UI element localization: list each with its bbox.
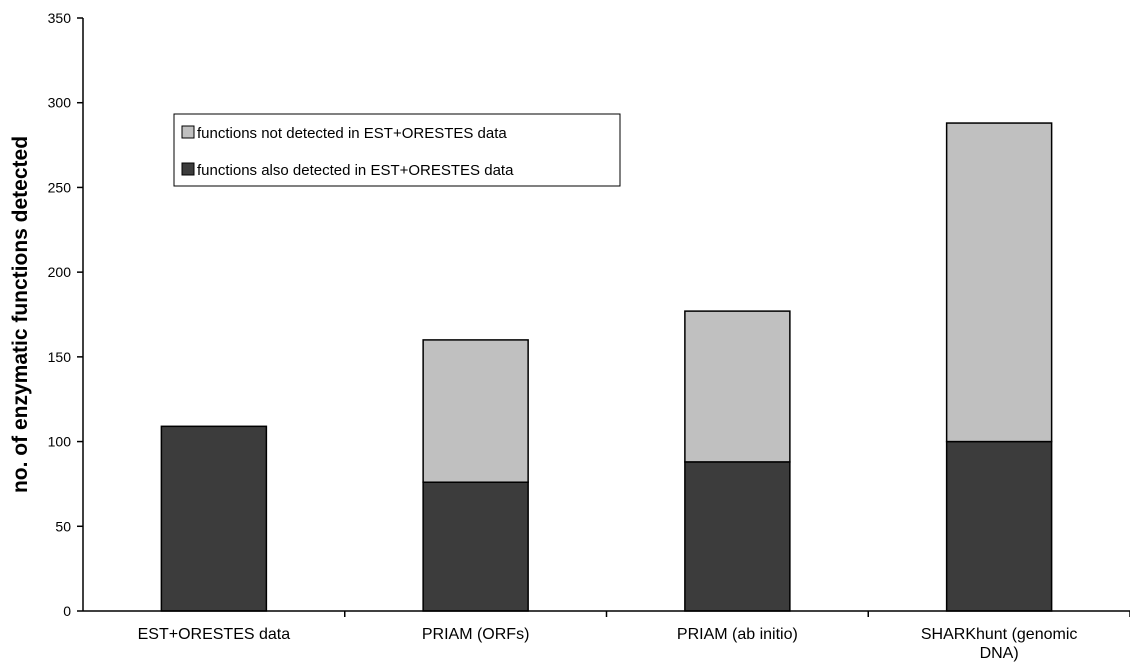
- y-tick-labels: 0 50 100 150 200 250 300 350: [48, 10, 72, 619]
- y-tick-label: 250: [48, 179, 72, 195]
- legend-swatch-not-detected: [181, 125, 195, 139]
- y-tick-label: 0: [63, 603, 71, 619]
- bar-segment-also-detected-2: [684, 461, 791, 612]
- y-axis-label: no. of enzymatic functions detected: [9, 136, 32, 493]
- bars-layer: [160, 122, 1053, 612]
- x-category-labels: EST+ORESTES data PRIAM (ORFs) PRIAM (ab in…: [138, 626, 1078, 662]
- axes-layer: [77, 17, 1130, 617]
- category-label-0: EST+ORESTES data: [138, 626, 291, 643]
- category-label-2: PRIAM (ab initio): [677, 626, 798, 643]
- category-label-line: PRIAM (ORFs): [422, 626, 530, 643]
- bar-segment-not-detected-1: [422, 339, 529, 483]
- bar-segment-also-detected-3: [945, 440, 1053, 612]
- bar-segment-not-detected-2: [684, 310, 791, 463]
- legend-label-also-detected: functions also detected in EST+ORESTES d…: [197, 162, 514, 179]
- y-tick-label: 350: [48, 10, 72, 26]
- y-tick-label: 200: [48, 264, 72, 280]
- legend-box: [173, 113, 621, 187]
- category-label-line: SHARKhunt (genomic: [921, 626, 1078, 643]
- legend-label-not-detected: functions not detected in EST+ORESTES da…: [197, 125, 507, 142]
- category-label-line: DNA): [980, 645, 1019, 662]
- legend: functions not detected in EST+ORESTES da…: [173, 113, 621, 187]
- y-tick-label: 150: [48, 349, 72, 365]
- bar-segment-also-detected-0: [160, 425, 268, 612]
- category-label-1: PRIAM (ORFs): [422, 626, 530, 643]
- legend-swatch-also-detected: [181, 162, 195, 176]
- category-label-line: EST+ORESTES data: [138, 626, 291, 643]
- y-tick-label: 100: [48, 434, 72, 450]
- category-label-line: PRIAM (ab initio): [677, 626, 798, 643]
- category-label-3: SHARKhunt (genomic DNA): [921, 626, 1078, 662]
- bar-segment-also-detected-1: [422, 481, 529, 612]
- bar-segment-not-detected-3: [945, 122, 1053, 443]
- y-tick-label: 50: [55, 518, 71, 534]
- y-tick-label: 300: [48, 95, 72, 111]
